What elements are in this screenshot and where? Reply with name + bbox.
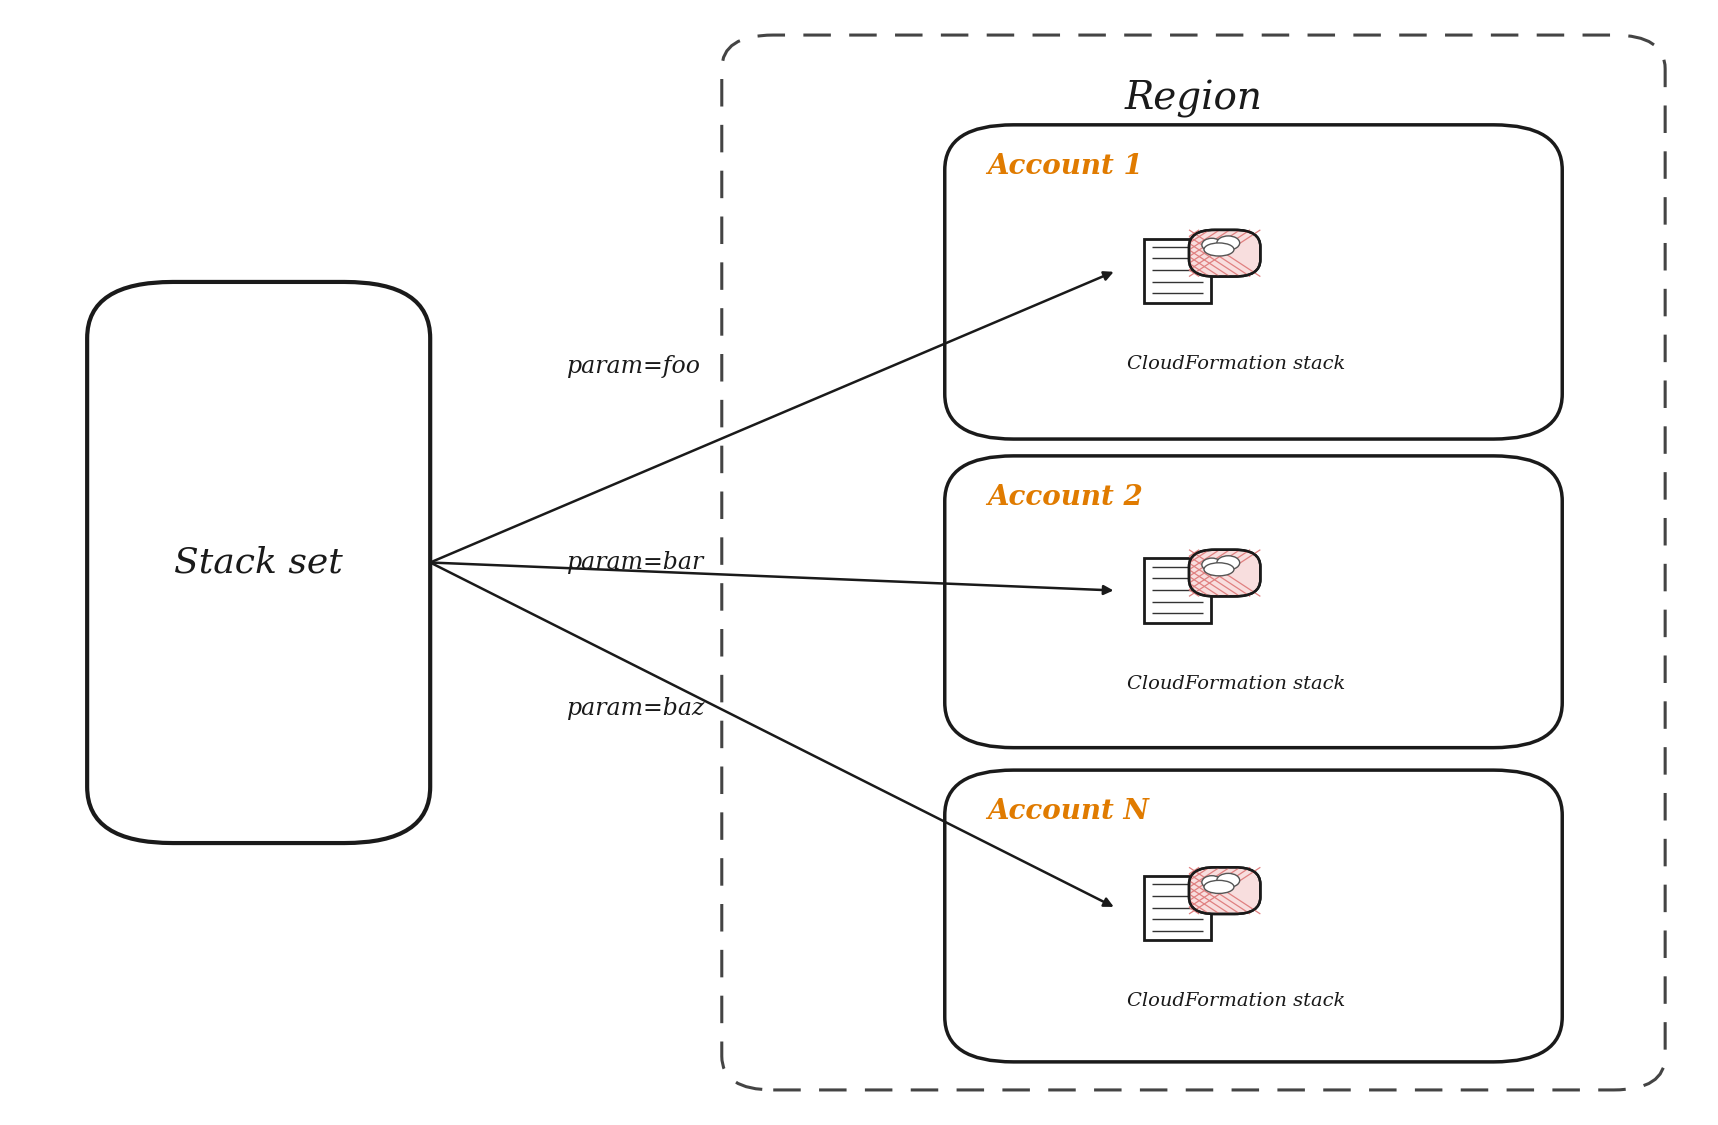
Text: param=bar: param=bar: [567, 551, 704, 574]
FancyBboxPatch shape: [1189, 229, 1261, 277]
Ellipse shape: [1216, 873, 1240, 888]
Ellipse shape: [1216, 236, 1240, 250]
FancyBboxPatch shape: [945, 456, 1562, 748]
Text: param=baz: param=baz: [567, 696, 706, 720]
Ellipse shape: [1204, 881, 1234, 893]
Ellipse shape: [1203, 875, 1221, 889]
Text: Account N: Account N: [988, 798, 1149, 825]
Text: Account 2: Account 2: [988, 484, 1144, 511]
Ellipse shape: [1203, 238, 1221, 251]
FancyBboxPatch shape: [945, 125, 1562, 439]
Text: Region: Region: [1125, 80, 1263, 118]
FancyBboxPatch shape: [1144, 558, 1211, 622]
Ellipse shape: [1203, 558, 1221, 572]
Ellipse shape: [1204, 562, 1234, 576]
FancyBboxPatch shape: [1144, 876, 1211, 940]
Ellipse shape: [1204, 243, 1234, 256]
FancyBboxPatch shape: [1189, 550, 1261, 596]
Ellipse shape: [1216, 556, 1240, 569]
FancyBboxPatch shape: [1189, 867, 1261, 914]
FancyBboxPatch shape: [945, 771, 1562, 1062]
Text: param=foo: param=foo: [567, 354, 701, 378]
FancyBboxPatch shape: [1144, 238, 1211, 303]
Text: Stack set: Stack set: [174, 546, 344, 579]
FancyBboxPatch shape: [722, 35, 1665, 1090]
Text: CloudFormation stack: CloudFormation stack: [1127, 992, 1345, 1010]
FancyBboxPatch shape: [88, 282, 430, 843]
Text: CloudFormation stack: CloudFormation stack: [1127, 675, 1345, 693]
Text: CloudFormation stack: CloudFormation stack: [1127, 354, 1345, 372]
Text: Account 1: Account 1: [988, 153, 1144, 180]
